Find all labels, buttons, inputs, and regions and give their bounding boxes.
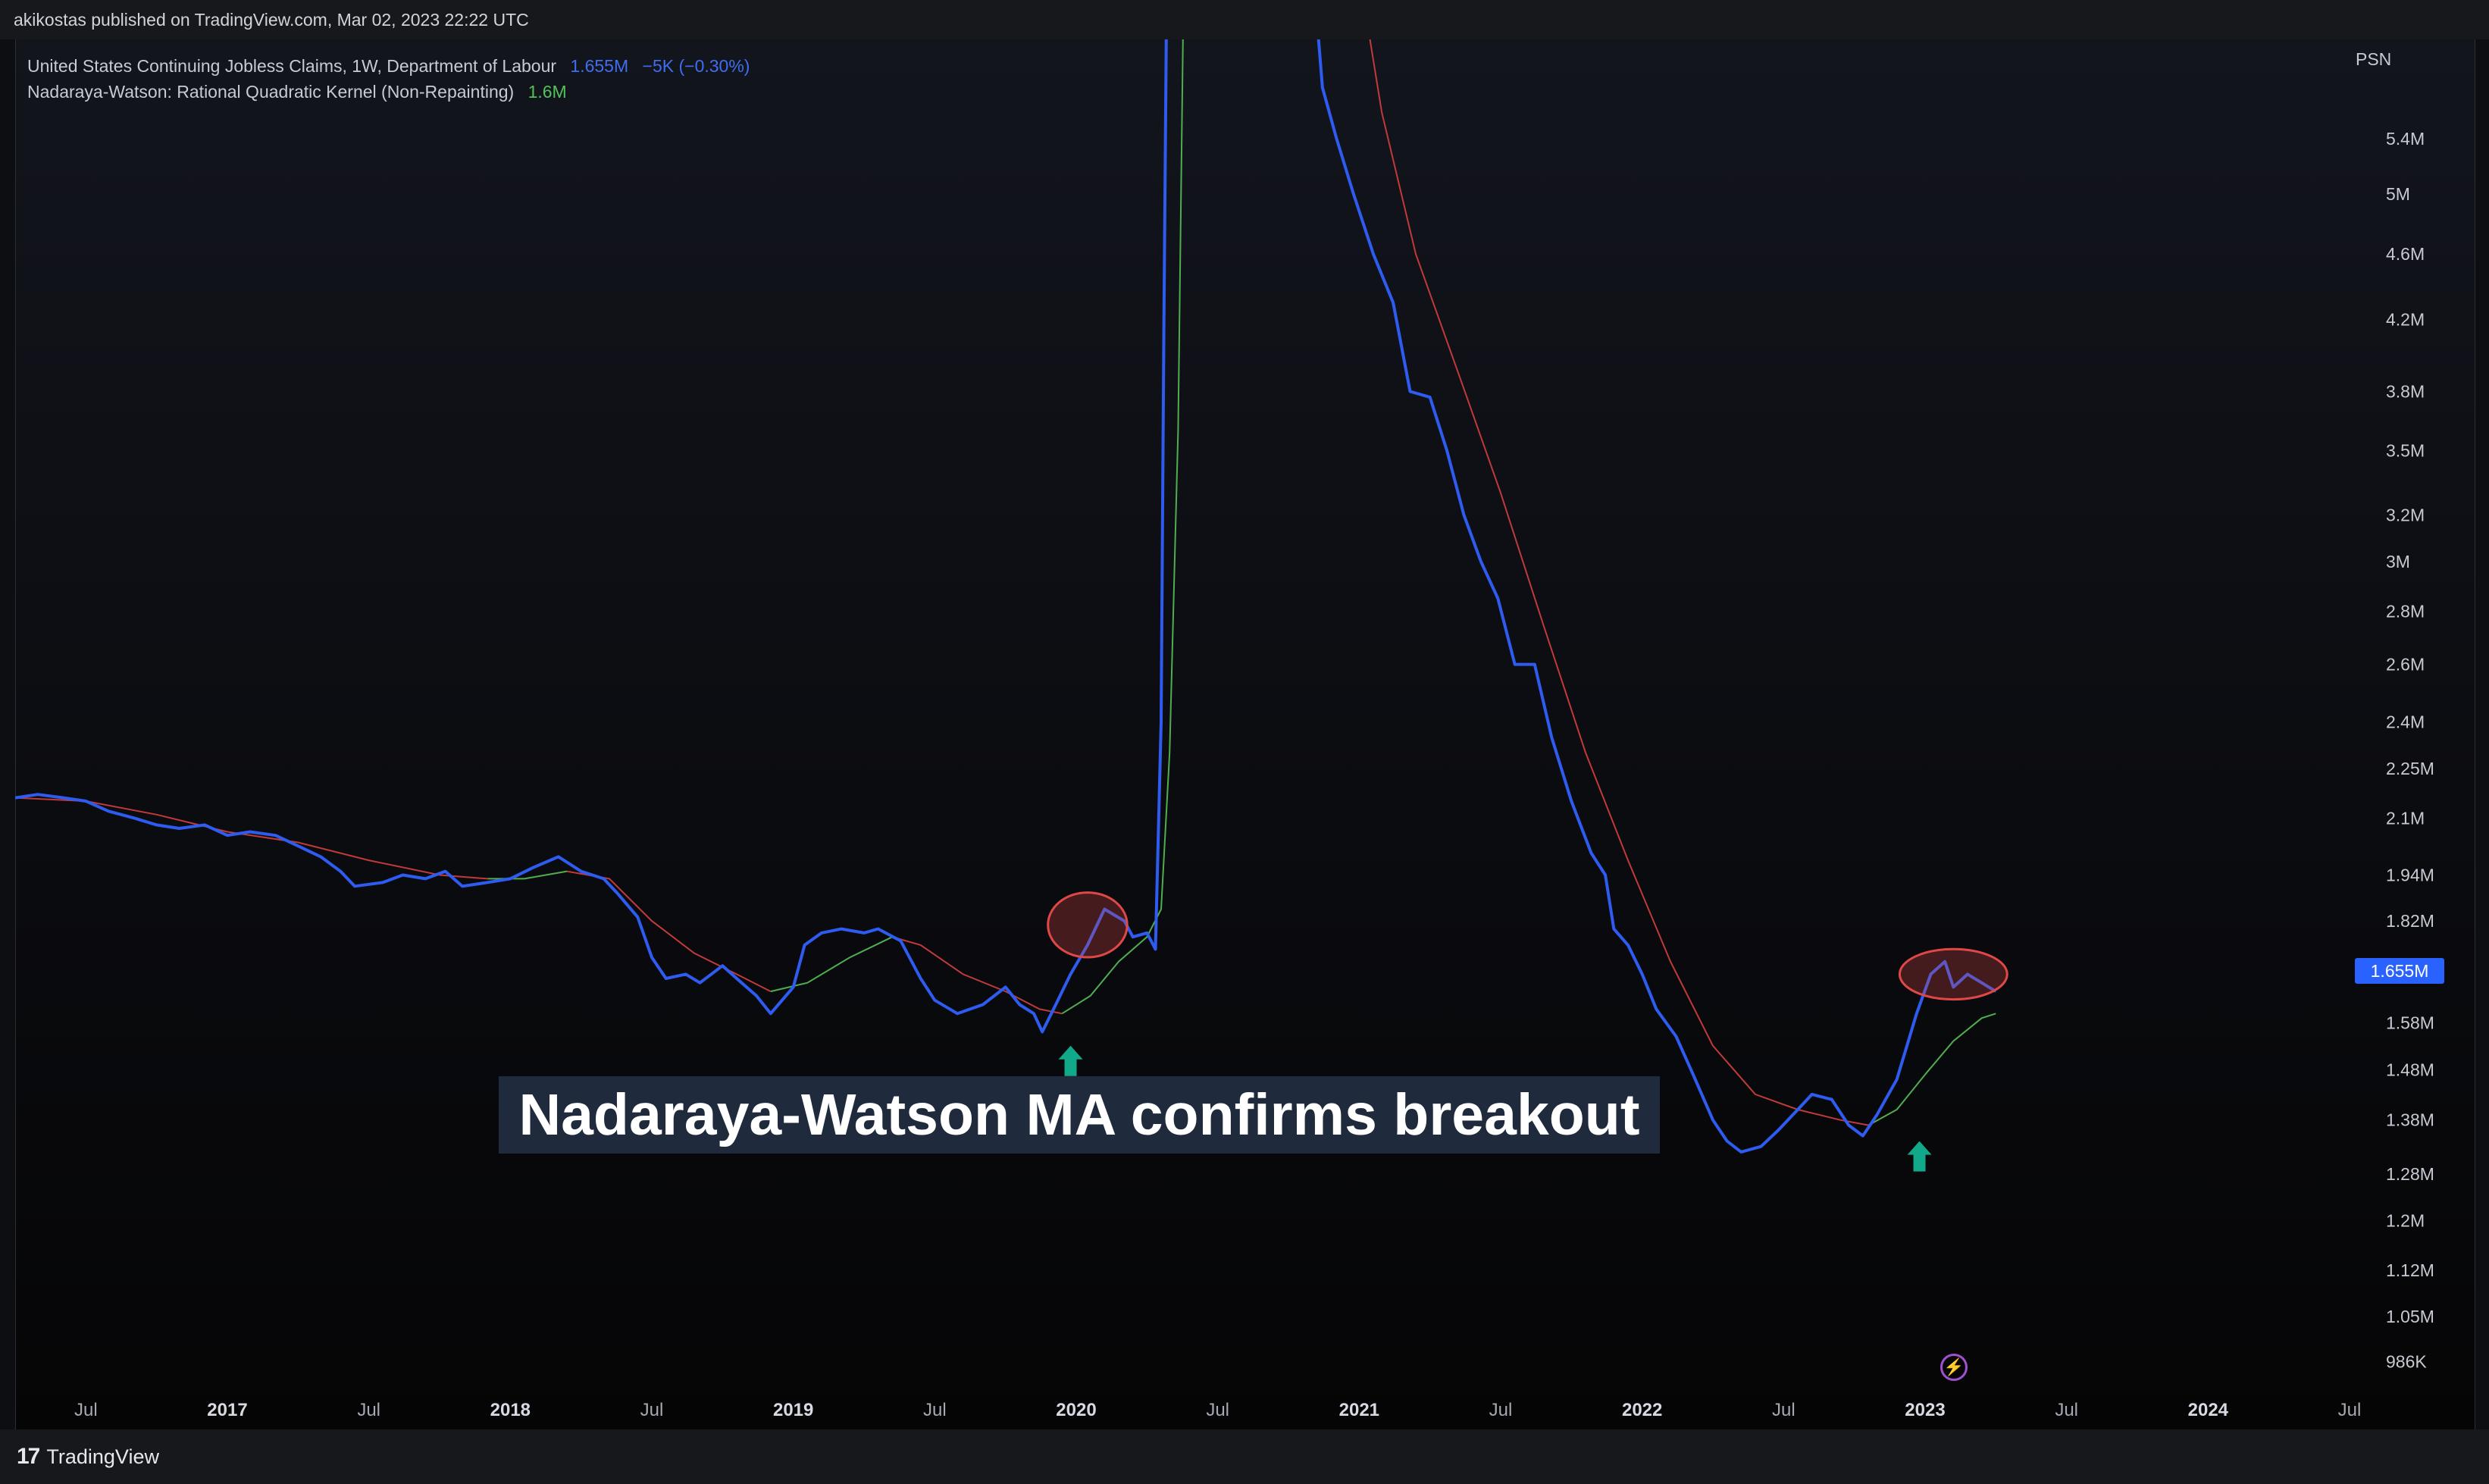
nw-kernel-segment-7 [1868,1013,1996,1126]
x-tick-label-8: Jul [1206,1400,1229,1420]
y-tick-label-7: 3M [2386,552,2410,571]
y-tick-label-12: 2.1M [2386,808,2425,828]
nw-kernel-segment-1 [487,870,568,880]
legend-series1-change: −5K (−0.30%) [642,56,750,76]
highlight-ellipse-0 [1047,891,1129,959]
current-price-label: 1.655M [2355,958,2444,984]
x-tick-label-13: 2023 [1905,1400,1945,1420]
time-axis[interactable]: Jul 2017 Jul 2018 Jul 2019 Jul 2020 Jul 2021 Jul 20… [74,1400,2361,1420]
price-axis[interactable]: 5.4M 5M 4.6M 4.2M 3.8M 3.5M 3.2M 3M 2.8M 2.6M 2.4M… [2386,129,2434,1372]
y-tick-label-2: 4.6M [2386,244,2425,264]
y-tick-label-5: 3.5M [2386,441,2425,461]
breakout-arrow-icon-0 [1058,1045,1083,1076]
y-tick-label-3: 4.2M [2386,310,2425,330]
y-tick-label-18: 1.38M [2386,1110,2434,1130]
legend[interactable]: United States Continuing Jobless Claims,… [27,53,750,105]
y-tick-label-8: 2.8M [2386,601,2425,621]
chart-pane[interactable] [15,39,2475,1429]
legend-series1-name: United States Continuing Jobless Claims,… [27,56,557,76]
y-tick-label-23: 986K [2386,1352,2427,1372]
chart-canvas[interactable]: 5.4M 5M 4.6M 4.2M 3.8M 3.5M 3.2M 3M 2.8M 2.6M 2.4M… [15,39,2474,1429]
y-tick-label-0: 5.4M [2386,129,2425,149]
series-layer [15,39,1997,1154]
nw-kernel-segment-4 [892,936,1063,1015]
lightning-icon[interactable]: ⚡ [1940,1354,1968,1381]
x-tick-label-15: 2024 [2188,1400,2229,1420]
x-tick-label-11: 2022 [1622,1400,1662,1420]
published-header: akikostas published on TradingView.com, … [0,0,2489,39]
x-tick-label-12: Jul [1772,1400,1796,1420]
y-tick-label-10: 2.4M [2386,712,2425,732]
nw-kernel-segment-5 [1061,39,1184,1015]
annotation-text-box[interactable]: Nadaraya-Watson MA confirms breakout [499,1076,1660,1154]
y-tick-label-9: 2.6M [2386,655,2425,675]
x-tick-label-14: Jul [2055,1400,2078,1420]
legend-series2-name: Nadaraya-Watson: Rational Quadratic Kern… [27,82,515,102]
annotation-text: Nadaraya-Watson MA confirms breakout [518,1082,1640,1147]
footer-branding: 17 TradingView [0,1429,2489,1484]
y-tick-label-21: 1.12M [2386,1260,2434,1280]
x-tick-label-5: 2019 [773,1400,813,1420]
x-tick-label-9: 2021 [1339,1400,1379,1420]
y-tick-label-1: 5M [2386,184,2410,204]
x-tick-label-16: Jul [2338,1400,2362,1420]
breakout-arrow-icon-1 [1907,1141,1932,1172]
highlight-ellipse-1 [1898,947,2008,1001]
y-tick-label-11: 2.25M [2386,759,2434,778]
y-tick-label-14: 1.82M [2386,911,2434,931]
x-tick-label-3: 2018 [490,1400,531,1420]
x-tick-label-10: Jul [1489,1400,1513,1420]
x-tick-label-6: Jul [923,1400,947,1420]
y-tick-label-4: 3.8M [2386,382,2425,402]
y-tick-label-20: 1.2M [2386,1210,2425,1230]
y-tick-label-17: 1.48M [2386,1060,2434,1079]
x-tick-label-4: Jul [640,1400,664,1420]
x-tick-label-0: Jul [74,1400,98,1420]
x-tick-label-1: 2017 [207,1400,247,1420]
nw-kernel-segment-6 [1369,39,1869,1126]
nw-kernel-segment-3 [770,936,893,993]
y-tick-label-19: 1.28M [2386,1164,2434,1184]
legend-series2-value: 1.6M [528,82,567,102]
price-unit-label: PSN [2356,49,2391,69]
y-tick-label-22: 1.05M [2386,1307,2434,1326]
nw-kernel-segment-2 [566,870,772,992]
y-tick-label-6: 3.2M [2386,506,2425,525]
x-tick-label-2: Jul [357,1400,380,1420]
annotation-layer[interactable] [1047,891,2008,1172]
nw-kernel-segment-0 [15,797,488,880]
published-text: akikostas published on TradingView.com, … [14,10,529,30]
y-tick-label-16: 1.58M [2386,1013,2434,1032]
legend-series1-value: 1.655M [570,56,629,76]
claims-series-line [15,39,1997,1154]
brand-name: TradingView [46,1445,159,1468]
legend-row-claims[interactable]: United States Continuing Jobless Claims,… [27,53,750,79]
tradingview-logo-icon: 17 [17,1444,40,1469]
y-tick-label-13: 1.94M [2386,865,2434,884]
x-tick-label-7: 2020 [1056,1400,1096,1420]
legend-row-nadaraya[interactable]: Nadaraya-Watson: Rational Quadratic Kern… [27,79,750,105]
